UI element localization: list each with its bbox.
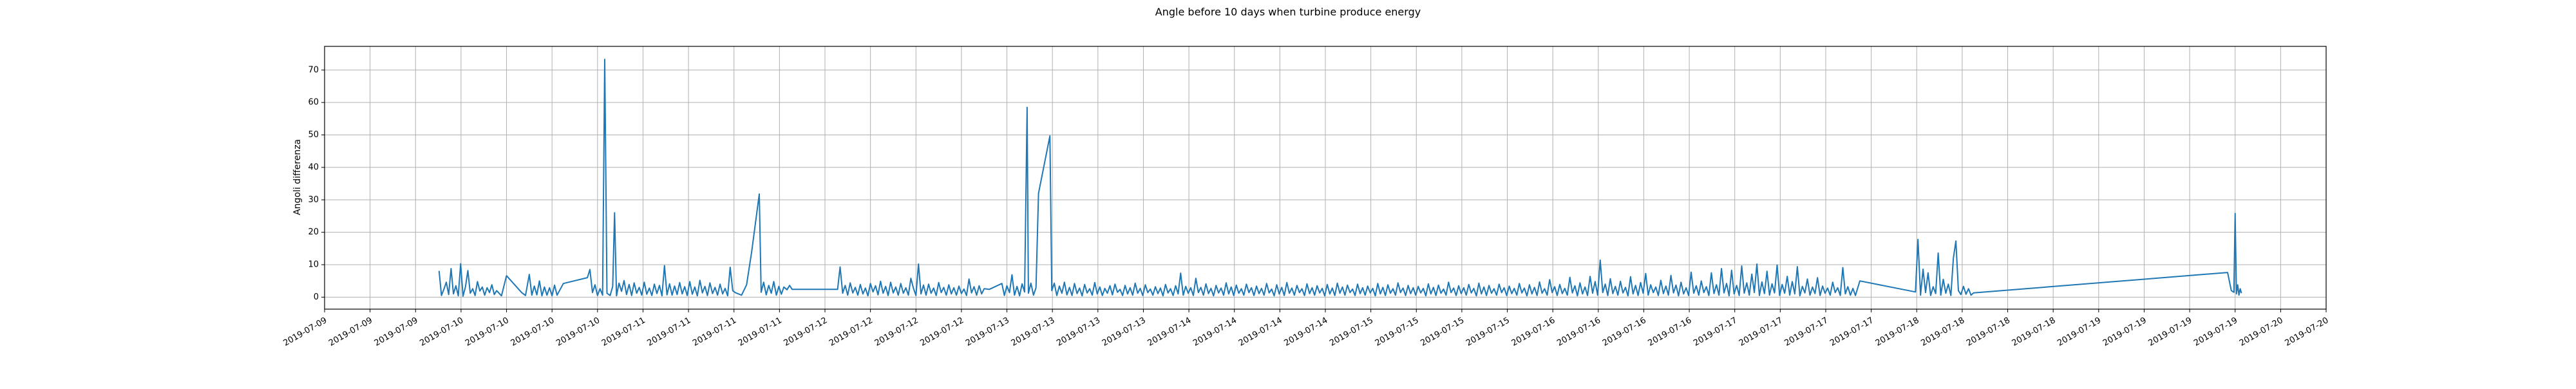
x-tick-label: 2019-07-11 xyxy=(737,316,784,348)
x-tick-label: 2019-07-15 xyxy=(1464,316,1511,348)
x-tick-label: 2019-07-15 xyxy=(1419,316,1466,348)
x-tick-label: 2019-07-13 xyxy=(1055,316,1102,348)
x-tick-label: 2019-07-12 xyxy=(782,316,829,348)
x-tick-label: 2019-07-19 xyxy=(2192,316,2239,348)
x-tick-label: 2019-07-17 xyxy=(1692,316,1739,348)
x-tick-label: 2019-07-13 xyxy=(1010,316,1057,348)
x-tick-label: 2019-07-18 xyxy=(1874,316,1921,348)
axis-layer: 2019-07-092019-07-092019-07-092019-07-10… xyxy=(281,46,2330,348)
x-tick-label: 2019-07-13 xyxy=(1101,316,1148,348)
x-tick-label: 2019-07-16 xyxy=(1510,316,1557,348)
y-tick-label: 30 xyxy=(308,195,319,205)
x-tick-label: 2019-07-09 xyxy=(281,316,328,348)
y-tick-label: 50 xyxy=(308,130,319,140)
x-tick-label: 2019-07-15 xyxy=(1328,316,1375,348)
x-tick-label: 2019-07-14 xyxy=(1237,316,1284,348)
x-tick-label: 2019-07-18 xyxy=(1919,316,1966,348)
x-tick-label: 2019-07-12 xyxy=(918,316,965,348)
x-tick-label: 2019-07-11 xyxy=(646,316,693,348)
x-tick-label: 2019-07-18 xyxy=(1965,316,2012,348)
y-tick-label: 60 xyxy=(308,98,319,108)
x-tick-label: 2019-07-09 xyxy=(327,316,374,348)
y-tick-label: 40 xyxy=(308,162,319,172)
x-tick-label: 2019-07-16 xyxy=(1555,316,1602,348)
x-tick-label: 2019-07-10 xyxy=(418,316,465,348)
x-tick-label: 2019-07-14 xyxy=(1191,316,1238,348)
x-tick-label: 2019-07-11 xyxy=(691,316,738,348)
y-axis-label: Angoli differenza xyxy=(292,139,303,215)
x-tick-label: 2019-07-16 xyxy=(1601,316,1648,348)
y-tick-label: 70 xyxy=(308,65,319,75)
x-tick-label: 2019-07-10 xyxy=(509,316,556,348)
y-tick-label: 10 xyxy=(308,260,319,269)
series-line xyxy=(438,59,2242,297)
x-tick-label: 2019-07-19 xyxy=(2147,316,2194,348)
x-tick-label: 2019-07-10 xyxy=(464,316,511,348)
x-tick-label: 2019-07-18 xyxy=(2011,316,2058,348)
x-tick-label: 2019-07-12 xyxy=(873,316,920,348)
x-tick-label: 2019-07-11 xyxy=(600,316,647,348)
chart-title: Angle before 10 days when turbine produc… xyxy=(1155,6,1421,18)
y-tick-label: 0 xyxy=(314,292,319,302)
series-layer xyxy=(438,59,2242,297)
x-tick-label: 2019-07-15 xyxy=(1374,316,1421,348)
x-tick-label: 2019-07-10 xyxy=(554,316,601,348)
x-tick-label: 2019-07-19 xyxy=(2101,316,2148,348)
x-tick-label: 2019-07-17 xyxy=(1783,316,1830,348)
x-tick-label: 2019-07-16 xyxy=(1647,316,1694,348)
x-tick-label: 2019-07-13 xyxy=(964,316,1011,348)
grid-layer xyxy=(324,46,2327,309)
x-tick-label: 2019-07-17 xyxy=(1828,316,1875,348)
x-tick-label: 2019-07-09 xyxy=(373,316,420,348)
plot-frame xyxy=(324,46,2327,310)
x-tick-label: 2019-07-12 xyxy=(828,316,875,348)
x-tick-label: 2019-07-14 xyxy=(1146,316,1193,348)
y-tick-label: 20 xyxy=(308,227,319,237)
x-tick-label: 2019-07-14 xyxy=(1282,316,1329,348)
x-tick-label: 2019-07-19 xyxy=(2056,316,2103,348)
x-tick-label: 2019-07-17 xyxy=(1738,316,1785,348)
x-tick-label: 2019-07-20 xyxy=(2238,316,2285,348)
x-tick-label: 2019-07-20 xyxy=(2283,316,2330,348)
